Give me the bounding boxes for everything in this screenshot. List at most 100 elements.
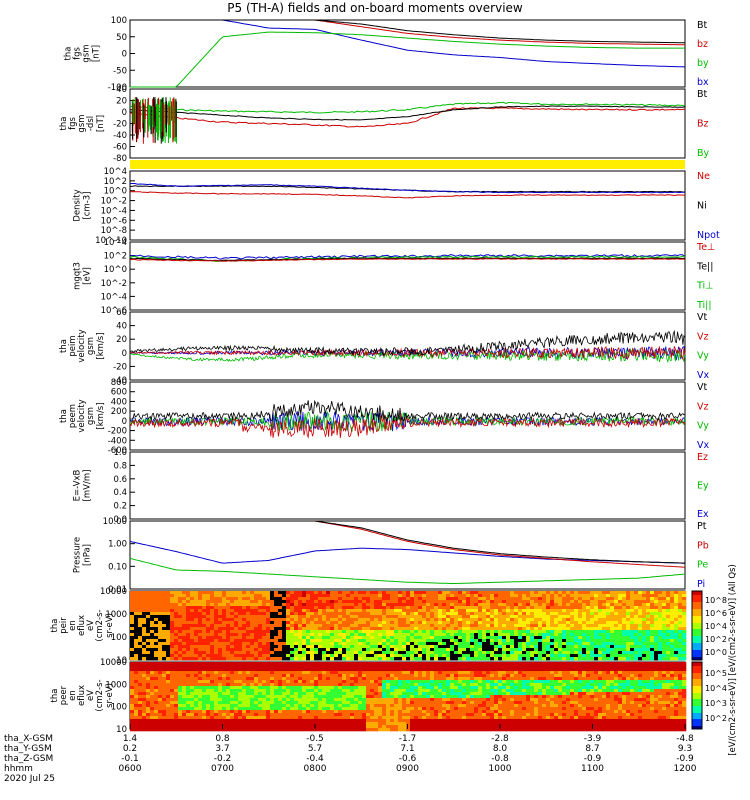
spectrogram-cell bbox=[422, 648, 427, 652]
spectrogram-cell bbox=[470, 642, 475, 646]
spectrogram-cell bbox=[246, 633, 251, 637]
spectrogram-cell bbox=[598, 633, 603, 637]
spectrogram-cell bbox=[210, 630, 215, 634]
spectrogram-cell bbox=[222, 719, 227, 723]
spectrogram-cell bbox=[226, 665, 231, 669]
spectrogram-cell bbox=[370, 657, 375, 661]
spectrogram-cell bbox=[198, 701, 203, 705]
spectrogram-cell bbox=[346, 615, 351, 619]
legend-vz: Vz bbox=[697, 401, 709, 412]
spectrogram-cell bbox=[530, 615, 535, 619]
spectrogram-cell bbox=[258, 606, 263, 610]
spectrogram-cell bbox=[134, 651, 139, 655]
spectrogram-cell bbox=[466, 645, 471, 649]
spectrogram-cell bbox=[302, 692, 307, 696]
spectrogram-cell bbox=[606, 627, 611, 631]
spectrogram-cell bbox=[478, 642, 483, 646]
spectrogram-cell bbox=[622, 642, 627, 646]
spectrogram-cell bbox=[214, 630, 219, 634]
spectrogram-cell bbox=[346, 594, 351, 598]
spectrogram-cell bbox=[194, 636, 199, 640]
spectrogram-cell bbox=[494, 609, 499, 613]
spectrogram-cell bbox=[314, 645, 319, 649]
spectrogram-cell bbox=[534, 603, 539, 607]
spectrogram-cell bbox=[650, 651, 655, 655]
spectrogram-cell bbox=[310, 668, 315, 672]
spectrogram-cell bbox=[502, 627, 507, 631]
spectrogram-cell bbox=[306, 621, 311, 625]
spectrogram-cell bbox=[338, 630, 343, 634]
spectrogram-cell bbox=[366, 621, 371, 625]
spectrogram-cell bbox=[254, 707, 259, 711]
spectrogram-cell bbox=[442, 615, 447, 619]
spectrogram-cell bbox=[650, 654, 655, 658]
spectrogram-cell bbox=[470, 597, 475, 601]
spectrogram-cell bbox=[346, 639, 351, 643]
spectrogram-cell bbox=[134, 642, 139, 646]
spectrogram-cell bbox=[162, 636, 167, 640]
spectrogram-cell bbox=[554, 651, 559, 655]
spectrogram-cell bbox=[286, 719, 291, 723]
spectrogram-cell bbox=[422, 654, 427, 658]
spectrogram-cell bbox=[602, 627, 607, 631]
spectrogram-cell bbox=[186, 674, 191, 678]
spectrogram-cell bbox=[182, 633, 187, 637]
spectrogram-cell bbox=[538, 648, 543, 652]
spectrogram-cell bbox=[454, 594, 459, 598]
spectrogram-cell bbox=[362, 707, 367, 711]
spectrogram-cell bbox=[266, 627, 271, 631]
spectrogram-cell bbox=[286, 642, 291, 646]
spectrogram-cell bbox=[502, 609, 507, 613]
spectrogram-cell bbox=[582, 636, 587, 640]
spectrogram-cell bbox=[634, 648, 639, 652]
spectrogram-cell bbox=[538, 645, 543, 649]
spectrogram-cell bbox=[170, 615, 175, 619]
spectrogram-cell bbox=[182, 600, 187, 604]
spectrogram-cell bbox=[130, 591, 135, 595]
legend-bz: bz bbox=[697, 39, 708, 50]
spectrogram-cell bbox=[442, 645, 447, 649]
spectrogram-cell bbox=[598, 591, 603, 595]
spectrogram-cell bbox=[406, 615, 411, 619]
spectrogram-cell bbox=[194, 591, 199, 595]
spectrogram-cell bbox=[166, 606, 171, 610]
spectrogram-cell bbox=[586, 651, 591, 655]
spectrogram-cell bbox=[306, 728, 311, 732]
spectrogram-cell bbox=[294, 683, 299, 687]
spectrogram-cell bbox=[310, 630, 315, 634]
spectrogram-cell bbox=[150, 612, 155, 616]
spectrogram-cell bbox=[170, 692, 175, 696]
spectrogram-cell bbox=[222, 689, 227, 693]
spectrogram-cell bbox=[498, 597, 503, 601]
spectrogram-cell bbox=[246, 654, 251, 658]
spectrogram-cell bbox=[458, 603, 463, 607]
spectrogram-cell bbox=[450, 645, 455, 649]
spectrogram-cell bbox=[678, 591, 683, 595]
spectrogram-cell bbox=[342, 633, 347, 637]
spectrogram-cell bbox=[402, 606, 407, 610]
spectrogram-cell bbox=[326, 627, 331, 631]
spectrogram-cell bbox=[374, 665, 379, 669]
spectrogram-cell bbox=[502, 615, 507, 619]
spectrogram-cell bbox=[238, 627, 243, 631]
spectrogram-cell bbox=[202, 600, 207, 604]
spectrogram-cell bbox=[210, 600, 215, 604]
spectrogram-cell bbox=[370, 591, 375, 595]
spectrogram-cell bbox=[374, 725, 379, 729]
spectrogram-cell bbox=[174, 716, 179, 720]
spectrogram-cell bbox=[358, 615, 363, 619]
spectrogram-cell bbox=[494, 612, 499, 616]
spectrogram-cell bbox=[534, 639, 539, 643]
spectrogram-cell bbox=[318, 716, 323, 720]
spectrogram-cell bbox=[570, 651, 575, 655]
spectrogram-cell bbox=[542, 630, 547, 634]
spectrogram-cell bbox=[366, 722, 371, 726]
spectrogram-cell bbox=[462, 654, 467, 658]
spectrogram-cell bbox=[314, 719, 319, 723]
spectrogram-cell bbox=[262, 716, 267, 720]
spectrogram-cell bbox=[350, 689, 355, 693]
spectrogram-cell bbox=[374, 713, 379, 717]
spectrogram-cell bbox=[650, 603, 655, 607]
spectrogram-cell bbox=[510, 642, 515, 646]
spectrogram-cell bbox=[158, 698, 163, 702]
